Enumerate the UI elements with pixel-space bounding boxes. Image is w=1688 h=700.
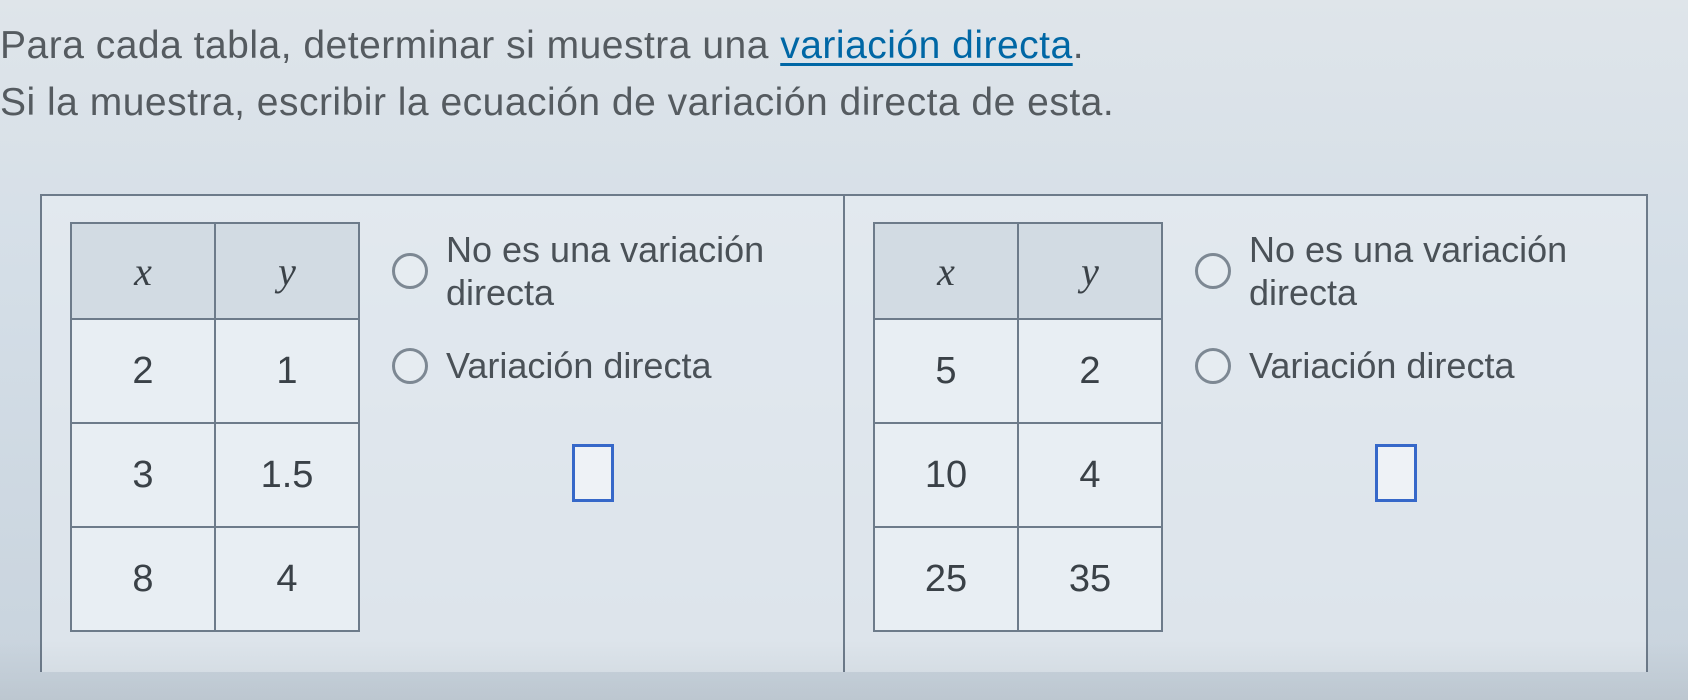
cell: 1.5: [215, 423, 359, 527]
prompt-line2: Si la muestra, escribir la ecuación de v…: [0, 75, 1688, 132]
equation-input[interactable]: [1375, 444, 1417, 502]
table-row: 10 4: [874, 423, 1162, 527]
option-not-direct[interactable]: No es una variación directa: [1195, 228, 1618, 314]
cell: 1: [215, 319, 359, 423]
options-right: No es una variación directa Variación di…: [1195, 222, 1618, 632]
option-direct[interactable]: Variación directa: [392, 344, 815, 387]
options-left: No es una variación directa Variación di…: [392, 222, 815, 632]
option-label: No es una variación directa: [1249, 228, 1618, 314]
cell: 35: [1018, 527, 1162, 631]
radio-icon[interactable]: [1195, 348, 1231, 384]
problem-right: x y 5 2 10 4 25 35 No es una variación d…: [843, 196, 1646, 672]
option-not-direct[interactable]: No es una variación directa: [392, 228, 815, 314]
radio-icon[interactable]: [392, 253, 428, 289]
cell: 4: [215, 527, 359, 631]
table-left: x y 2 1 3 1.5 8 4: [70, 222, 360, 632]
cell: 8: [71, 527, 215, 631]
table-right: x y 5 2 10 4 25 35: [873, 222, 1163, 632]
cell: 3: [71, 423, 215, 527]
problem-left: x y 2 1 3 1.5 8 4 No es una variación di…: [42, 196, 843, 672]
table-row: 3 1.5: [71, 423, 359, 527]
link-variacion-directa[interactable]: variación directa: [780, 24, 1072, 67]
option-label: Variación directa: [446, 344, 711, 387]
cell: 5: [874, 319, 1018, 423]
question-prompt: Para cada tabla, determinar si muestra u…: [0, 18, 1688, 131]
cell: 10: [874, 423, 1018, 527]
radio-icon[interactable]: [1195, 253, 1231, 289]
table-row: 8 4: [71, 527, 359, 631]
cell: 25: [874, 527, 1018, 631]
table-row: 5 2: [874, 319, 1162, 423]
col-header-y: y: [215, 223, 359, 319]
cell: 2: [1018, 319, 1162, 423]
table-row: 25 35: [874, 527, 1162, 631]
table-row: 2 1: [71, 319, 359, 423]
prompt-line1-pre: Para cada tabla, determinar si muestra u…: [0, 24, 780, 67]
col-header-x: x: [71, 223, 215, 319]
tables-panel: x y 2 1 3 1.5 8 4 No es una variación di…: [40, 194, 1648, 672]
equation-input[interactable]: [572, 444, 614, 502]
option-label: Variación directa: [1249, 344, 1514, 387]
radio-icon[interactable]: [392, 348, 428, 384]
col-header-x: x: [874, 223, 1018, 319]
col-header-y: y: [1018, 223, 1162, 319]
prompt-line1-post: .: [1073, 24, 1084, 67]
cell: 2: [71, 319, 215, 423]
option-direct[interactable]: Variación directa: [1195, 344, 1618, 387]
cell: 4: [1018, 423, 1162, 527]
option-label: No es una variación directa: [446, 228, 815, 314]
